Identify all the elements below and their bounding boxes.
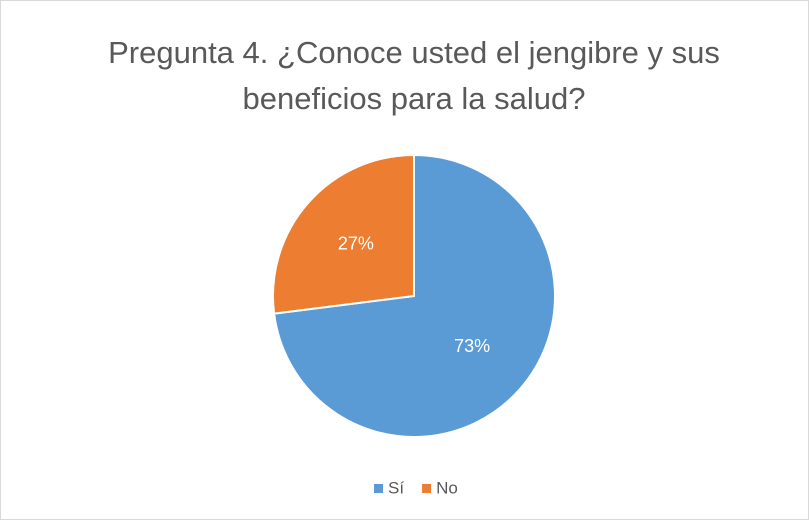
legend-swatch xyxy=(422,484,432,493)
data-label: 73% xyxy=(454,336,490,356)
legend-swatch xyxy=(374,484,383,493)
data-label: 27% xyxy=(338,233,374,253)
legend-label: Sí xyxy=(388,478,404,497)
pie-slice xyxy=(272,153,415,315)
chart-title: Pregunta 4. ¿Conoce usted el jengibre y … xyxy=(108,35,720,116)
legend-label: No xyxy=(436,478,458,497)
